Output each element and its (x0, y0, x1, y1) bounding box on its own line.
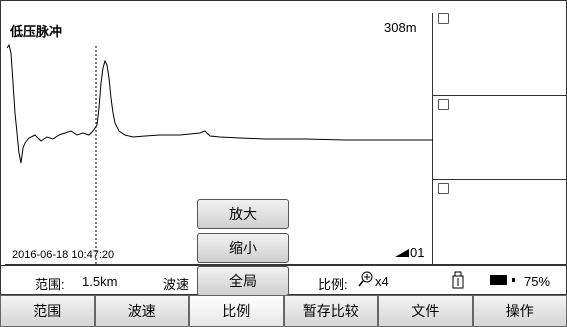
memory-panel-2[interactable] (433, 96, 567, 180)
battery-icon (490, 275, 507, 285)
panel-1-checkbox[interactable] (438, 13, 449, 24)
timestamp: 2016-06-18 10:47:20 (12, 249, 115, 261)
tab-file[interactable]: 文件 (378, 295, 473, 327)
speed-label: 波速 (163, 277, 190, 292)
scale-value: x4 (375, 274, 389, 289)
distance-readout: 308m (384, 20, 417, 35)
mode-label: 低压脉冲 (10, 24, 63, 39)
tab-speed[interactable]: 波速 (94, 295, 189, 327)
function-tab-bar: 范围 波速 比例 暂存比较 文件 操作 (0, 295, 567, 327)
range-value: 1.5km (82, 274, 118, 289)
memory-panel-3[interactable] (433, 180, 567, 265)
triangle-marker-icon (395, 248, 409, 257)
waveform-trace (6, 43, 433, 265)
waveform-plot[interactable] (5, 13, 433, 265)
tab-temp-compare[interactable]: 暂存比较 (283, 295, 378, 327)
usb-drive-icon (452, 271, 464, 289)
fit-all-button[interactable]: 全局 (197, 266, 289, 296)
range-label: 范围: (35, 277, 65, 292)
panel-3-checkbox[interactable] (438, 183, 449, 194)
cursor-marker: 01 (395, 245, 424, 260)
magnifier-plus-icon (357, 270, 375, 291)
tab-operation[interactable]: 操作 (472, 295, 567, 327)
zoom-out-button[interactable]: 缩小 (197, 233, 289, 263)
tab-scale[interactable]: 比例 (189, 295, 284, 327)
tab-range[interactable]: 范围 (0, 295, 95, 327)
battery-percent: 75% (524, 274, 551, 289)
panel-2-checkbox[interactable] (438, 99, 449, 110)
zoom-in-button[interactable]: 放大 (197, 199, 289, 229)
memory-panel-1[interactable] (433, 0, 567, 96)
marker-label: 01 (410, 245, 425, 260)
scale-label: 比例: (318, 277, 348, 292)
battery-nub (512, 278, 515, 282)
